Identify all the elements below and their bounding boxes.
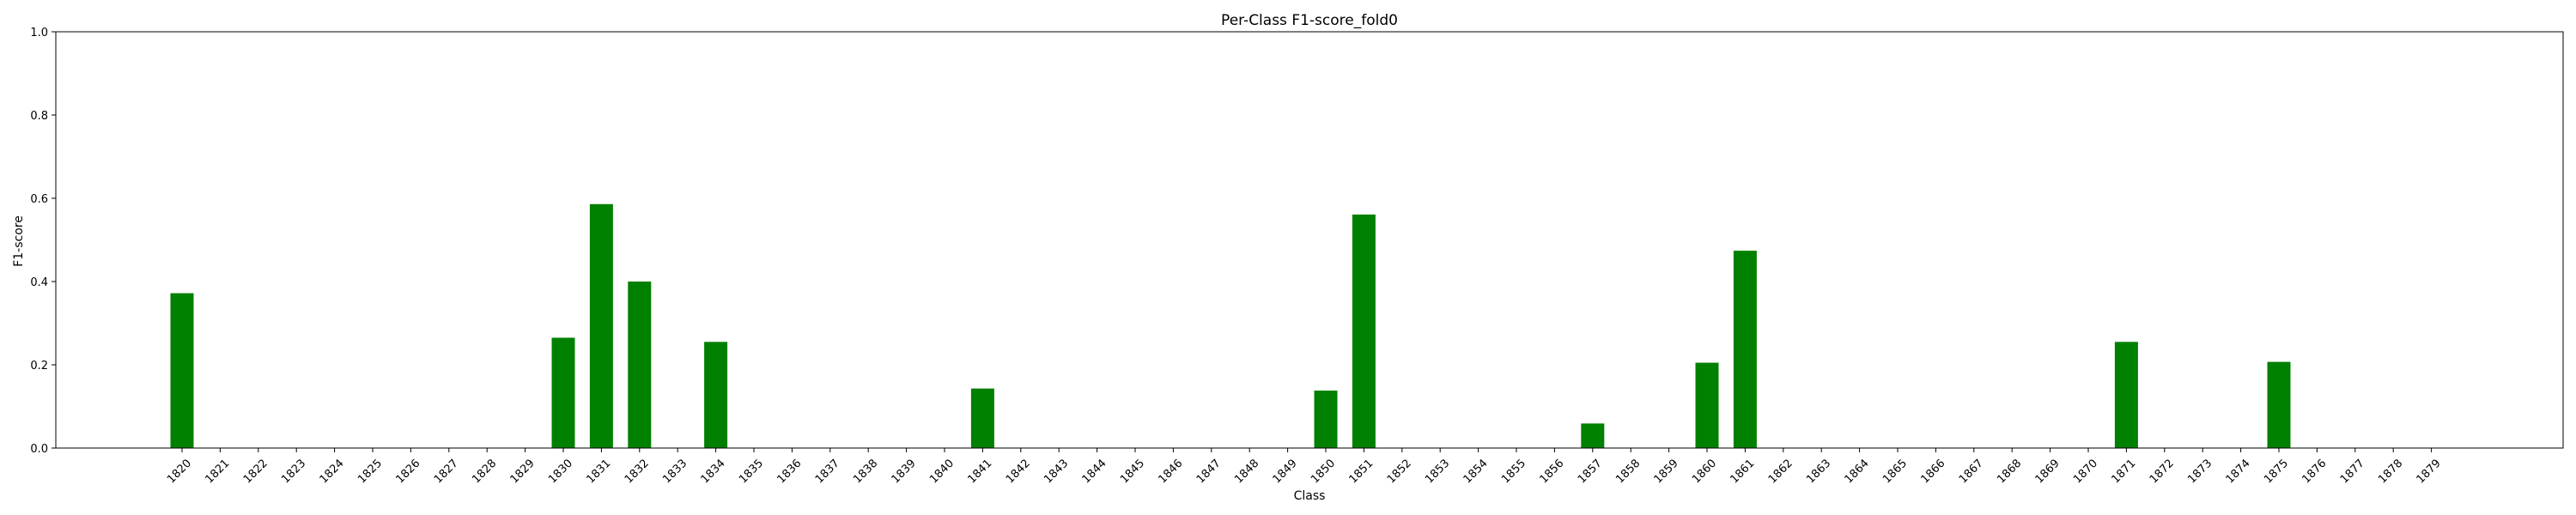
x-tick-label: 1851 — [1346, 457, 1376, 486]
x-tick-label: 1835 — [737, 457, 766, 486]
x-tick-label: 1843 — [1042, 457, 1071, 486]
x-tick-label: 1848 — [1232, 457, 1261, 486]
chart-title: Per-Class F1-score_fold0 — [1221, 12, 1398, 29]
y-tick-label: 0.2 — [30, 360, 48, 373]
x-tick-label: 1871 — [2109, 457, 2138, 486]
x-tick-label: 1846 — [1156, 457, 1185, 486]
y-axis-label: F1-score — [12, 215, 26, 267]
x-tick-label: 1869 — [2033, 457, 2063, 486]
x-tick-label: 1841 — [965, 457, 994, 486]
x-axis-label: Class — [1294, 489, 1326, 503]
x-tick-label: 1829 — [508, 457, 538, 486]
x-tick-label: 1838 — [851, 457, 880, 486]
y-tick-label: 0.4 — [30, 276, 48, 289]
x-tick-label: 1855 — [1499, 457, 1528, 486]
x-tick-label: 1821 — [203, 457, 232, 486]
bar-1830 — [551, 337, 575, 448]
x-tick-label: 1865 — [1880, 457, 1910, 486]
y-ticks-group: 0.0 0.2 0.4 0.6 0.8 1.0 — [30, 27, 56, 456]
x-tick-label: 1863 — [1804, 457, 1833, 486]
bar-1820 — [170, 293, 194, 448]
x-ticks-group: 1820 1821 1822 1823 1824 1825 1826 1827 1828 1829… — [165, 448, 2444, 486]
x-tick-label: 1852 — [1385, 457, 1414, 486]
bar-1841 — [970, 388, 994, 448]
x-tick-label: 1859 — [1652, 457, 1681, 486]
x-tick-label: 1860 — [1690, 457, 1719, 486]
bar-1861 — [1733, 251, 1757, 448]
x-tick-label: 1862 — [1766, 457, 1795, 486]
x-tick-label: 1826 — [393, 457, 422, 486]
y-tick-label: 0.0 — [30, 443, 48, 456]
x-tick-label: 1830 — [546, 457, 575, 486]
x-tick-label: 1839 — [890, 457, 919, 486]
x-tick-label: 1879 — [2415, 457, 2444, 486]
x-tick-label: 1856 — [1537, 457, 1566, 486]
bar-1857 — [1581, 423, 1605, 448]
x-tick-label: 1857 — [1576, 457, 1605, 486]
x-tick-label: 1873 — [2185, 457, 2215, 486]
x-tick-label: 1875 — [2262, 457, 2291, 486]
x-tick-label: 1844 — [1080, 457, 1109, 486]
x-tick-label: 1850 — [1309, 457, 1338, 486]
y-tick-label: 0.6 — [30, 193, 48, 206]
x-tick-label: 1831 — [584, 457, 613, 486]
x-tick-label: 1842 — [1004, 457, 1033, 486]
bar-1871 — [2114, 342, 2138, 448]
x-tick-label: 1828 — [470, 457, 499, 486]
bar-1860 — [1695, 362, 1719, 448]
x-tick-label: 1854 — [1461, 457, 1491, 486]
x-tick-label: 1870 — [2071, 457, 2100, 486]
bar-1850 — [1314, 391, 1338, 448]
x-tick-label: 1834 — [699, 457, 728, 486]
x-tick-label: 1833 — [660, 457, 690, 486]
x-tick-label: 1866 — [1918, 457, 1947, 486]
x-tick-label: 1823 — [279, 457, 308, 486]
x-tick-label: 1853 — [1423, 457, 1452, 486]
x-tick-label: 1872 — [2148, 457, 2177, 486]
x-tick-label: 1847 — [1194, 457, 1224, 486]
x-tick-label: 1836 — [775, 457, 804, 486]
bars-group — [170, 203, 2291, 449]
x-tick-label: 1849 — [1271, 457, 1300, 486]
x-tick-label: 1877 — [2338, 457, 2367, 486]
x-tick-label: 1837 — [813, 457, 842, 486]
x-tick-label: 1827 — [432, 457, 461, 486]
x-tick-label: 1858 — [1613, 457, 1643, 486]
plot-frame — [55, 31, 2564, 449]
bar-1831 — [589, 203, 613, 449]
x-tick-label: 1878 — [2376, 457, 2405, 486]
bar-1832 — [628, 282, 652, 448]
x-tick-label: 1845 — [1118, 457, 1147, 486]
x-tick-label: 1824 — [318, 457, 347, 486]
x-tick-label: 1840 — [927, 457, 957, 486]
x-tick-label: 1874 — [2224, 457, 2253, 486]
x-tick-label: 1820 — [165, 457, 194, 486]
x-tick-label: 1868 — [1995, 457, 2024, 486]
x-tick-label: 1864 — [1843, 457, 1872, 486]
y-tick-label: 1.0 — [30, 27, 48, 39]
x-tick-label: 1876 — [2300, 457, 2329, 486]
bar-1851 — [1352, 214, 1376, 449]
bar-1834 — [704, 342, 728, 448]
y-tick-label: 0.8 — [30, 110, 48, 123]
x-tick-label: 1867 — [1957, 457, 1986, 486]
x-tick-label: 1832 — [623, 457, 652, 486]
x-tick-label: 1861 — [1728, 457, 1757, 486]
bar-1875 — [2267, 361, 2291, 448]
x-tick-label: 1825 — [355, 457, 385, 486]
x-tick-label: 1822 — [241, 457, 270, 486]
